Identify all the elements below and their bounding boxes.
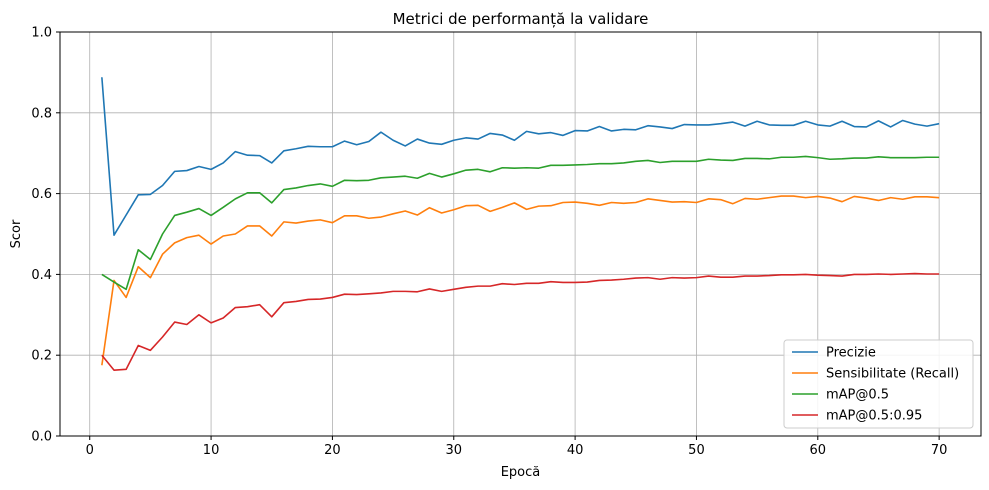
y-tick-label: 0.4: [31, 268, 52, 283]
series-lines: [101, 77, 940, 371]
y-tick-label: 1.0: [31, 26, 52, 41]
y-tick-label: 0.2: [31, 349, 52, 364]
y-tick-label: 0.0: [31, 430, 52, 445]
axis-ticks: 0 10 20 30 40 50 60 70 0.0 0.2 0.4 0.6 0.8 1.0: [31, 26, 947, 459]
x-tick-label: 60: [810, 443, 827, 458]
x-tick-label: 50: [688, 443, 705, 458]
x-tick-label: 0: [86, 443, 94, 458]
plot-frame: [59, 31, 982, 437]
legend-label: mAP@0.5:0.95: [826, 409, 922, 424]
series-line: [101, 77, 940, 237]
x-tick-label: 10: [203, 443, 220, 458]
y-axis-label: Scor: [9, 219, 24, 248]
chart-title: Metrici de performanță la validare: [393, 10, 649, 28]
y-tick-label: 0.8: [31, 106, 52, 121]
series-line: [101, 272, 940, 371]
x-tick-label: 20: [324, 443, 341, 458]
y-tick-label: 0.6: [31, 187, 52, 202]
x-tick-label: 70: [931, 443, 948, 458]
legend-label: Precizie: [826, 346, 876, 361]
legend-box: [783, 339, 974, 429]
legend: Precizie Sensibilitate (Recall) mAP@0.5 mAP…: [783, 339, 974, 429]
x-axis-label: Epocă: [501, 465, 541, 480]
series-line: [101, 155, 940, 291]
x-tick-label: 40: [567, 443, 584, 458]
legend-label: Sensibilitate (Recall): [826, 367, 959, 382]
series-line: [101, 195, 940, 366]
legend-label: mAP@0.5: [826, 388, 889, 403]
x-tick-label: 30: [445, 443, 462, 458]
